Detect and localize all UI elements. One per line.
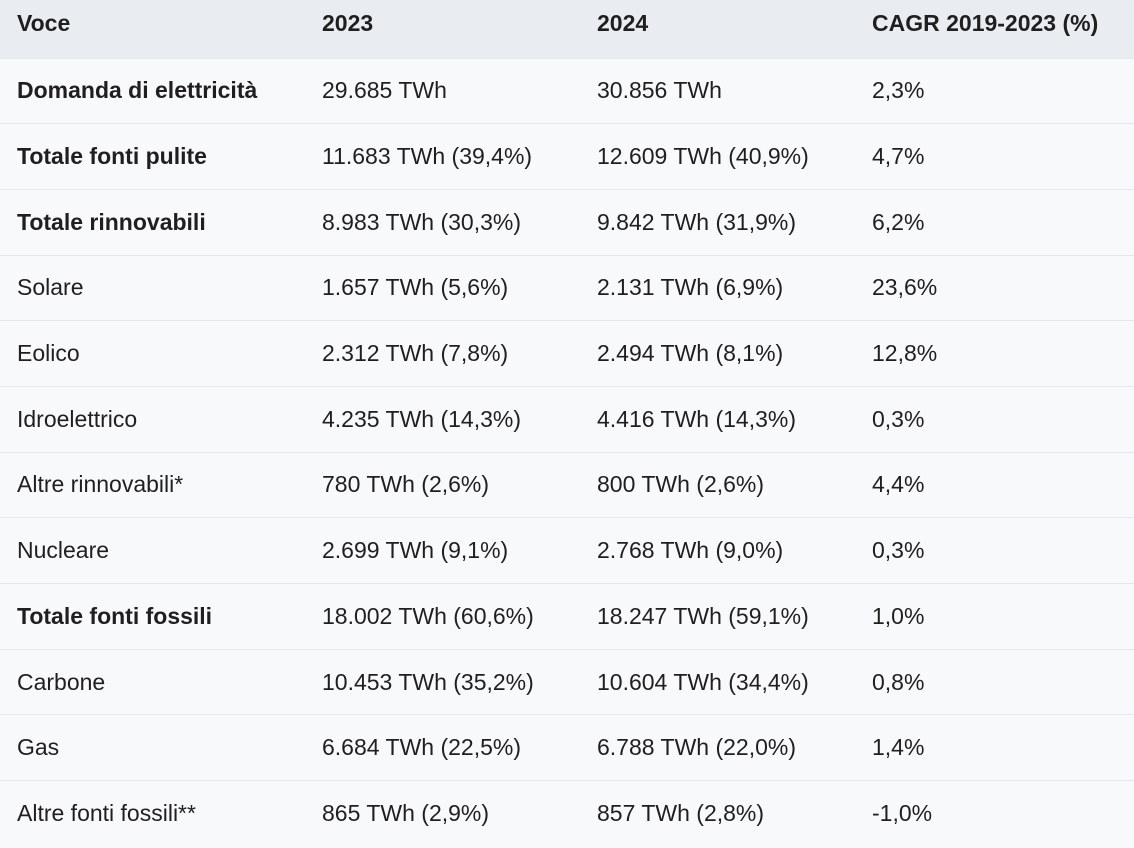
- row-cagr: 12,8%: [872, 340, 938, 367]
- row-value-2024: 18.247 TWh (59,1%): [597, 602, 809, 629]
- row-cagr: -1,0%: [872, 800, 933, 827]
- table-body: Domanda di elettricità 29.685 TWh 30.856 T…: [0, 58, 1134, 846]
- header-2023: 2023: [322, 10, 374, 37]
- table-row: Altre fonti fossili** 865 TWh (2,9%) 857 T…: [0, 780, 1134, 847]
- row-label: Totale fonti fossili: [17, 602, 213, 629]
- table-header: Voce 2023 2024 CAGR 2019-2023 (%): [0, 0, 1134, 58]
- row-label: Solare: [17, 274, 84, 301]
- row-value-2023: 11.683 TWh (39,4%): [322, 143, 533, 170]
- row-value-2023: 2.312 TWh (7,8%): [322, 340, 509, 367]
- row-value-2023: 780 TWh (2,6%): [322, 471, 490, 498]
- row-value-2024: 6.788 TWh (22,0%): [597, 734, 797, 761]
- row-value-2024: 12.609 TWh (40,9%): [597, 143, 809, 170]
- table-row: Domanda di elettricità 29.685 TWh 30.856 T…: [0, 58, 1134, 124]
- row-value-2024: 857 TWh (2,8%): [597, 800, 765, 827]
- table-row: Solare 1.657 TWh (5,6%) 2.131 TWh (6,9%) 23…: [0, 255, 1134, 321]
- row-value-2024: 2.768 TWh (9,0%): [597, 537, 784, 564]
- row-value-2023: 10.453 TWh (35,2%): [322, 668, 534, 695]
- header-2024: 2024: [597, 10, 649, 37]
- row-label: Domanda di elettricità: [17, 77, 258, 104]
- row-cagr: 1,0%: [872, 602, 925, 629]
- row-value-2024: 9.842 TWh (31,9%): [597, 208, 797, 235]
- row-value-2023: 18.002 TWh (60,6%): [322, 602, 534, 629]
- row-cagr: 0,3%: [872, 405, 925, 432]
- row-value-2024: 4.416 TWh (14,3%): [597, 405, 797, 432]
- row-label: Totale rinnovabili: [17, 208, 206, 235]
- row-value-2024: 2.494 TWh (8,1%): [597, 340, 784, 367]
- row-cagr: 1,4%: [872, 734, 925, 761]
- row-label: Altre rinnovabili*: [17, 471, 184, 498]
- row-cagr: 6,2%: [872, 208, 925, 235]
- row-label: Idroelettrico: [17, 405, 138, 432]
- row-value-2023: 2.699 TWh (9,1%): [322, 537, 509, 564]
- row-label: Eolico: [17, 340, 80, 367]
- row-cagr: 4,7%: [872, 143, 925, 170]
- header-row: Voce 2023 2024 CAGR 2019-2023 (%): [0, 0, 1134, 58]
- row-label: Altre fonti fossili**: [17, 800, 196, 827]
- row-value-2023: 4.235 TWh (14,3%): [322, 405, 522, 432]
- row-value-2023: 29.685 TWh: [322, 77, 447, 104]
- header-voce: Voce: [17, 10, 71, 37]
- table-row: Totale fonti pulite 11.683 TWh (39,4%) 12.…: [0, 123, 1134, 190]
- row-value-2023: 865 TWh (2,9%): [322, 800, 490, 827]
- header-cagr: CAGR 2019-2023 (%): [872, 10, 1099, 37]
- table-row: Altre rinnovabili* 780 TWh (2,6%) 800 TWh …: [0, 452, 1134, 518]
- row-value-2023: 1.657 TWh (5,6%): [322, 274, 509, 301]
- table-row: Nucleare 2.699 TWh (9,1%) 2.768 TWh (9,0%)…: [0, 517, 1134, 584]
- row-value-2023: 6.684 TWh (22,5%): [322, 734, 522, 761]
- row-value-2023: 8.983 TWh (30,3%): [322, 208, 522, 235]
- table-row: Eolico 2.312 TWh (7,8%) 2.494 TWh (8,1%) 12…: [0, 320, 1134, 387]
- row-cagr: 4,4%: [872, 471, 925, 498]
- row-label: Gas: [17, 734, 60, 761]
- table-row: Totale fonti fossili 18.002 TWh (60,6%) 18…: [0, 583, 1134, 650]
- table-row: Idroelettrico 4.235 TWh (14,3%) 4.416 TWh …: [0, 386, 1134, 452]
- row-value-2024: 10.604 TWh (34,4%): [597, 668, 809, 695]
- row-cagr: 0,3%: [872, 537, 925, 564]
- table-row: Totale rinnovabili 8.983 TWh (30,3%) 9.842…: [0, 189, 1134, 255]
- row-cagr: 2,3%: [872, 77, 925, 104]
- row-value-2024: 800 TWh (2,6%): [597, 471, 765, 498]
- row-value-2024: 30.856 TWh: [597, 77, 722, 104]
- row-value-2024: 2.131 TWh (6,9%): [597, 274, 784, 301]
- table-row: Carbone 10.453 TWh (35,2%) 10.604 TWh (34,…: [0, 649, 1134, 715]
- table-row: Gas 6.684 TWh (22,5%) 6.788 TWh (22,0%) 1,4…: [0, 714, 1134, 781]
- row-cagr: 23,6%: [872, 274, 938, 301]
- row-label: Totale fonti pulite: [17, 143, 207, 170]
- row-label: Carbone: [17, 668, 106, 695]
- row-cagr: 0,8%: [872, 668, 925, 695]
- row-label: Nucleare: [17, 537, 110, 564]
